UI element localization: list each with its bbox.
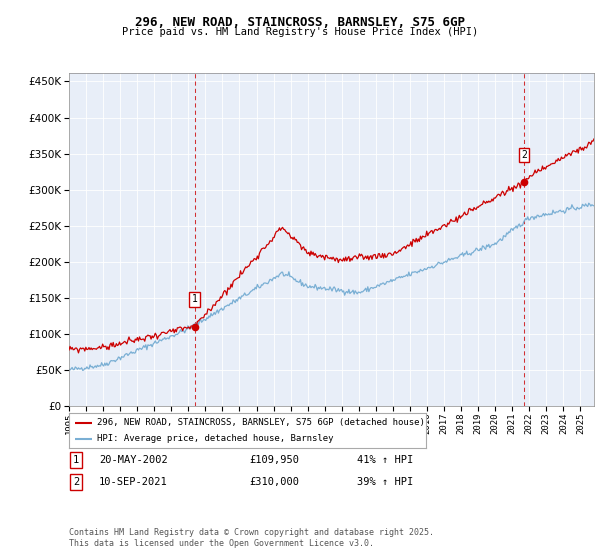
Text: Price paid vs. HM Land Registry's House Price Index (HPI): Price paid vs. HM Land Registry's House … [122, 27, 478, 37]
Text: Contains HM Land Registry data © Crown copyright and database right 2025.
This d: Contains HM Land Registry data © Crown c… [69, 528, 434, 548]
Text: 296, NEW ROAD, STAINCROSS, BARNSLEY, S75 6GP: 296, NEW ROAD, STAINCROSS, BARNSLEY, S75… [135, 16, 465, 29]
Text: 41% ↑ HPI: 41% ↑ HPI [357, 455, 413, 465]
Text: 2: 2 [73, 477, 79, 487]
Text: £310,000: £310,000 [249, 477, 299, 487]
Text: 296, NEW ROAD, STAINCROSS, BARNSLEY, S75 6GP (detached house): 296, NEW ROAD, STAINCROSS, BARNSLEY, S75… [97, 418, 425, 427]
Text: HPI: Average price, detached house, Barnsley: HPI: Average price, detached house, Barn… [97, 434, 334, 443]
Text: £109,950: £109,950 [249, 455, 299, 465]
Text: 1: 1 [192, 295, 198, 304]
Text: 39% ↑ HPI: 39% ↑ HPI [357, 477, 413, 487]
Text: 2: 2 [521, 150, 527, 160]
Text: 10-SEP-2021: 10-SEP-2021 [99, 477, 168, 487]
Text: 1: 1 [73, 455, 79, 465]
Text: 20-MAY-2002: 20-MAY-2002 [99, 455, 168, 465]
